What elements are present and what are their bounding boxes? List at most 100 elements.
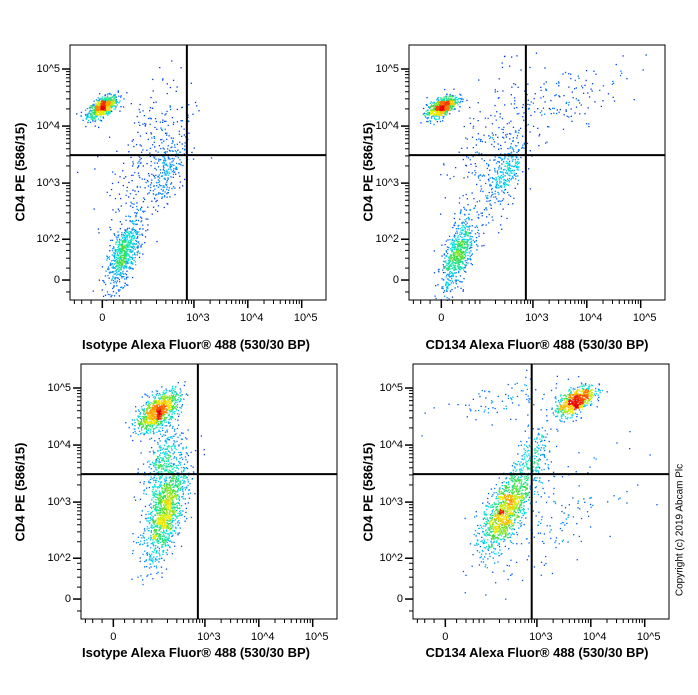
event-dot	[163, 156, 165, 158]
event-dot	[177, 157, 179, 159]
event-dot	[114, 270, 116, 272]
event-dot	[645, 54, 647, 56]
event-dot	[448, 273, 450, 275]
event-dot	[526, 142, 529, 145]
event-dot	[169, 509, 171, 511]
event-dot	[117, 263, 119, 265]
event-dot	[514, 178, 517, 180]
event-dot	[494, 104, 496, 107]
event-dot	[607, 93, 610, 95]
event-dot	[166, 483, 168, 485]
event-dot	[129, 256, 131, 258]
event-dot	[114, 260, 116, 262]
event-dot	[470, 242, 472, 244]
event-dot	[464, 260, 466, 262]
event-dot	[97, 107, 99, 109]
event-dot	[575, 106, 578, 108]
event-dot	[476, 183, 478, 186]
event-dot	[115, 211, 117, 213]
event-dot	[100, 108, 102, 110]
x-tick-label: 10^4	[240, 312, 264, 324]
event-dot	[167, 406, 169, 408]
event-dot	[133, 253, 136, 255]
event-dot	[110, 188, 113, 191]
event-dot	[517, 179, 520, 182]
event-dot	[110, 94, 112, 96]
event-dot	[92, 111, 95, 114]
event-dot	[171, 150, 173, 152]
event-dot	[172, 406, 174, 408]
event-dot	[464, 241, 466, 243]
event-dot	[167, 412, 169, 414]
event-dot	[454, 108, 456, 110]
event-dot	[559, 96, 561, 98]
event-dot	[436, 106, 438, 108]
event-dot	[120, 261, 122, 264]
event-dot	[165, 419, 167, 421]
event-dot	[166, 488, 168, 490]
event-dot	[472, 239, 474, 241]
event-dot	[441, 255, 443, 257]
event-dot	[122, 276, 124, 278]
event-dot	[458, 263, 461, 266]
event-dot	[496, 198, 498, 200]
event-dot	[107, 102, 109, 104]
event-dot	[105, 99, 107, 101]
event-dot	[167, 407, 169, 409]
event-dot	[122, 258, 124, 260]
event-dot	[140, 440, 142, 442]
event-dot	[99, 106, 101, 108]
event-dot	[465, 224, 467, 226]
event-dot	[119, 250, 121, 252]
event-dot	[478, 175, 480, 177]
event-dot	[152, 404, 154, 406]
event-dot	[98, 112, 100, 114]
event-dot	[514, 145, 517, 147]
event-dot	[479, 174, 481, 176]
event-dot	[106, 97, 108, 99]
event-dot	[104, 106, 106, 108]
event-dot	[175, 395, 177, 397]
event-dot	[191, 151, 193, 154]
event-dot	[98, 104, 100, 107]
event-dot	[153, 400, 155, 402]
event-dot	[445, 282, 447, 284]
event-dot	[147, 224, 149, 226]
event-dot	[113, 273, 115, 275]
event-dot	[460, 257, 462, 259]
event-dot	[487, 197, 489, 199]
event-dot	[164, 405, 167, 407]
event-dot	[116, 262, 119, 264]
event-dot	[455, 243, 458, 245]
event-dot	[451, 275, 453, 278]
event-dot	[151, 414, 153, 416]
event-dot	[429, 110, 432, 112]
event-dot	[109, 98, 111, 100]
event-dot	[495, 134, 497, 136]
event-dot	[128, 267, 130, 269]
event-dot	[109, 103, 111, 105]
plot-isotype-top: 0 10^3 10^4 10^5 0 10^2 10^3 10^4 10^5	[30, 40, 330, 330]
event-dot	[488, 191, 490, 194]
event-dot	[159, 185, 161, 187]
event-dot	[142, 228, 144, 230]
event-dot	[456, 241, 459, 243]
event-dot	[155, 404, 158, 406]
event-dot	[97, 109, 99, 112]
event-dot	[176, 406, 178, 408]
event-dot	[540, 97, 542, 99]
event-dot	[110, 282, 112, 284]
event-dot	[142, 110, 144, 112]
event-dot	[137, 250, 139, 252]
event-dot	[462, 195, 464, 197]
event-dot	[132, 235, 135, 237]
event-dot	[167, 421, 170, 423]
event-dot	[457, 101, 460, 103]
event-dot	[446, 100, 448, 102]
event-dot	[121, 240, 124, 242]
event-dot	[461, 267, 463, 269]
event-dot	[494, 115, 496, 117]
event-dot	[452, 245, 454, 247]
event-dot	[177, 394, 179, 396]
x-tick-label: 10^5	[632, 312, 657, 324]
